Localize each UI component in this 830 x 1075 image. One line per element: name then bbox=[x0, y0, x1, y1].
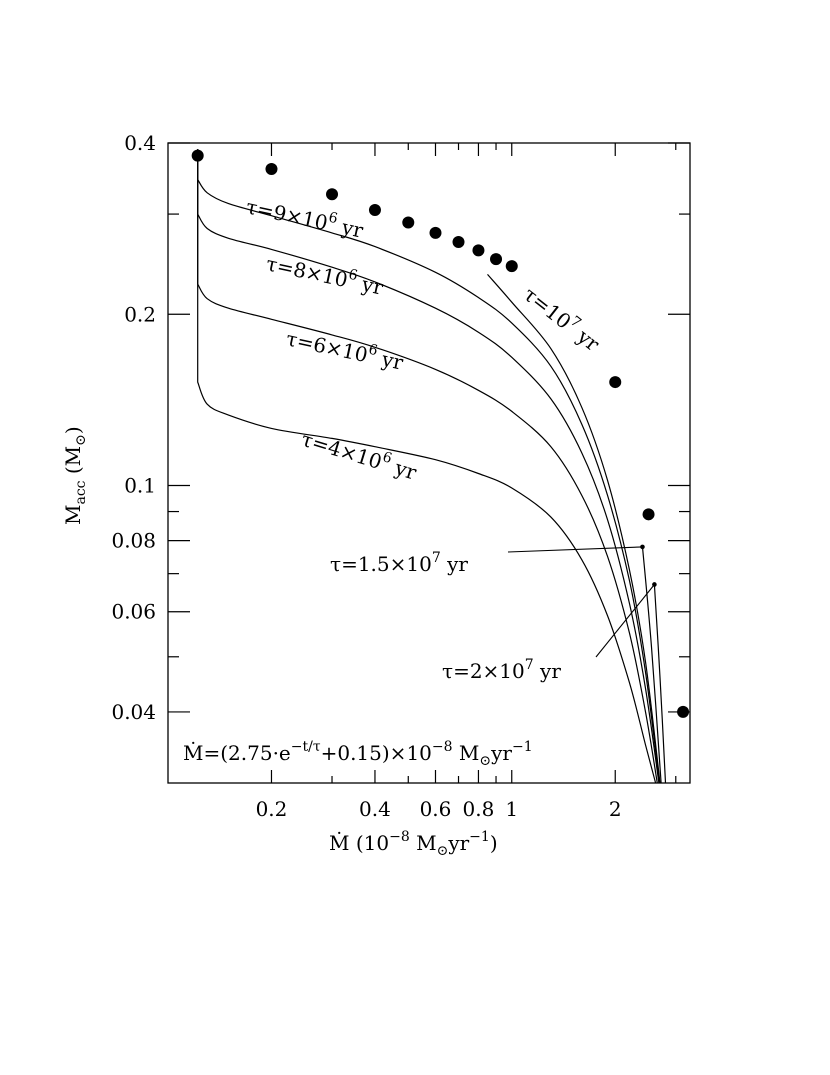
data-point bbox=[452, 235, 465, 248]
data-point bbox=[265, 163, 278, 176]
series-line bbox=[641, 546, 662, 783]
data-point bbox=[326, 188, 339, 201]
data-point bbox=[642, 508, 655, 521]
x-axis-title: Ṁ (10−8 M⊙yr−1) bbox=[329, 829, 498, 859]
series-line bbox=[197, 149, 657, 783]
series-line bbox=[197, 149, 660, 783]
data-point bbox=[368, 203, 381, 216]
x-tick-label: 0.6 bbox=[420, 797, 452, 821]
curve-label: τ=4×106 yr bbox=[299, 425, 421, 485]
data-point bbox=[472, 244, 485, 257]
series-line bbox=[197, 149, 661, 783]
x-tick-label: 1 bbox=[505, 797, 518, 821]
data-point bbox=[490, 253, 503, 266]
series-line bbox=[653, 584, 667, 783]
data-point bbox=[191, 149, 204, 162]
y-tick-label: 0.2 bbox=[124, 302, 156, 326]
curve-label: τ=2×107 yr bbox=[442, 657, 561, 683]
data-point bbox=[402, 216, 415, 229]
data-point bbox=[677, 705, 690, 718]
data-point bbox=[505, 260, 518, 273]
curve-label: τ=107 yr bbox=[519, 280, 606, 356]
curve-label: τ=9×106 yr bbox=[244, 192, 366, 242]
leader-line-1-5e7 bbox=[507, 546, 643, 553]
y-tick-label: 0.04 bbox=[111, 700, 156, 724]
y-tick-label: 0.06 bbox=[111, 600, 156, 624]
leader-lines bbox=[507, 546, 655, 658]
x-tick-label: 0.2 bbox=[256, 797, 288, 821]
formula-annotation: Ṁ=(2.75·e−t/τ+0.15)×10−8 M⊙yr−1 bbox=[183, 739, 533, 769]
y-tick-label: 0.1 bbox=[124, 474, 156, 498]
curves bbox=[197, 149, 667, 783]
curve-label: τ=1.5×107 yr bbox=[330, 550, 468, 576]
x-tick-label: 0.4 bbox=[359, 797, 391, 821]
curve-label: τ=8×106 yr bbox=[264, 249, 386, 299]
leader-line-2e7 bbox=[595, 584, 655, 658]
data-point bbox=[609, 376, 622, 389]
plot-frame bbox=[167, 142, 691, 784]
series-line bbox=[197, 149, 658, 783]
x-tick-label: 2 bbox=[609, 797, 622, 821]
series-line bbox=[487, 274, 661, 783]
y-tick-label: 0.08 bbox=[111, 529, 156, 553]
x-tick-label: 0.8 bbox=[463, 797, 495, 821]
curve-labels: τ=9×106 yr τ=8×106 yr τ=6×106 yr τ=4×106 yr… bbox=[244, 192, 606, 683]
y-tick-label: 0.4 bbox=[124, 131, 156, 155]
data-points bbox=[191, 149, 690, 718]
curve-label: τ=6×106 yr bbox=[284, 324, 406, 374]
data-point bbox=[429, 226, 442, 239]
axis-ticks: 0.2 0.4 0.6 0.8 1 2 0.4 0.2 0.1 0.08 0.06 0.04 bbox=[111, 131, 690, 821]
y-axis-title: Macc (M⊙) bbox=[61, 426, 89, 525]
